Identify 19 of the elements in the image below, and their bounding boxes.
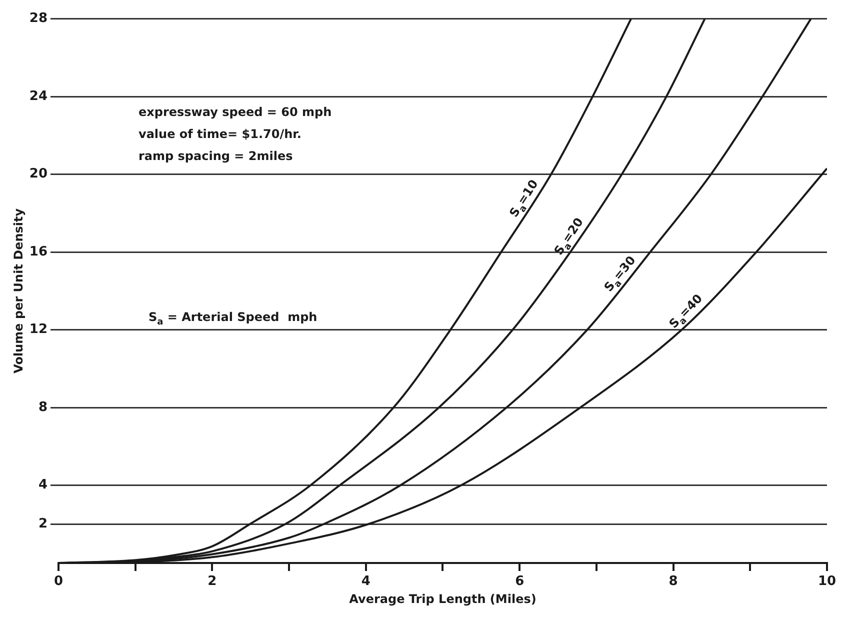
x-tick-label: 8 — [668, 574, 678, 590]
y-tick-label: 28 — [29, 11, 48, 26]
x-axis-title: Average Trip Length (Miles) — [349, 592, 536, 606]
annotation: value of time= $1.70/hr. — [138, 126, 302, 141]
y-axis-title: Volume per Unit Density — [11, 208, 26, 374]
annotation: expressway speed = 60 mph — [138, 104, 332, 119]
x-tick-label: 10 — [818, 574, 836, 590]
y-tick-label: 12 — [29, 322, 48, 338]
x-tick-label: 4 — [361, 574, 370, 590]
x-tick-label: 2 — [208, 574, 217, 590]
y-tick-label: 24 — [29, 88, 48, 104]
y-tick-label: 4 — [38, 478, 48, 493]
annotation: ramp spacing = 2miles — [138, 148, 293, 163]
y-tick-label: 20 — [29, 166, 48, 182]
y-tick-label: 16 — [29, 244, 48, 260]
y-tick-label: 2 — [38, 516, 48, 532]
x-tick-label: 0 — [54, 574, 64, 590]
x-tick-label: 6 — [515, 574, 524, 590]
y-tick-label: 8 — [38, 400, 48, 415]
